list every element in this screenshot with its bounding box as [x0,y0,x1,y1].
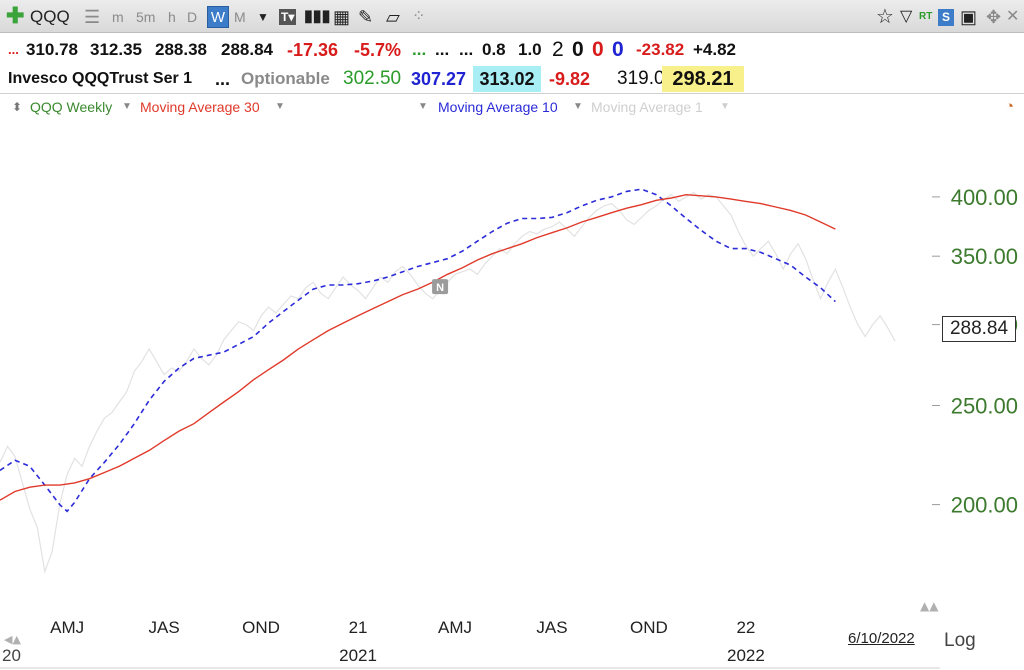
x-tick-label: 22 [736,618,755,637]
x-axis: AMJ JAS OND 21 AMJ JAS OND 22 2021 2022 20◀▲ [0,618,940,669]
value-plus-4: +4.82 [693,40,737,59]
row1-dots: ... [8,42,19,57]
value-302: 302.50 [343,68,402,89]
open-value: 310.78 [26,40,78,59]
filter-icon[interactable]: ▽ [900,8,913,25]
scroll-arrows-icon[interactable]: ▲▲ [920,599,939,613]
last-price-tag: 288.84 [942,316,1016,342]
price-line [0,191,896,574]
period-w[interactable]: W [207,6,229,28]
period-h[interactable]: h [168,9,176,25]
legend-bar: ⬍ QQQ Weekly ▼ Moving Average 30 ▼ ▼ Mov… [0,96,1024,118]
value-0-b: 0 [592,38,604,61]
bar-chart-icon[interactable]: ▮▮▮ [304,8,331,25]
y-tick-label: 200.00 [951,493,1018,518]
value-0-c: 0 [612,38,624,61]
date-label[interactable]: 6/10/2022 [848,630,915,647]
ma30-line [0,193,836,501]
period-m[interactable]: m [112,9,124,25]
legend-ma1[interactable]: Moving Average 1 [591,99,703,115]
close-value: 288.84 [221,40,273,59]
chevron-down-icon[interactable]: ▼ [418,101,428,112]
add-symbol-icon[interactable]: ✚ [6,3,25,28]
value-0-a: 0 [572,38,584,61]
star-icon[interactable]: ☆ [876,6,894,28]
y-tick-label: 350.00 [951,244,1018,269]
indicator-icon[interactable]: ▦ [333,7,351,27]
y-tick-label: 250.00 [951,394,1018,419]
dots-3: ... [459,40,474,59]
value-minus-23: -23.82 [636,40,685,59]
close-icon[interactable]: ✕ [1006,8,1020,25]
scroll-left-icon[interactable]: ◀▲ [4,633,21,646]
green-dots: ... [412,40,427,59]
dots-2: ... [435,40,450,59]
legend-ma30[interactable]: Moving Average 30 [140,99,260,115]
s-badge[interactable]: S [938,9,955,26]
x-tick-label: JAS [536,618,567,637]
text-tool-icon[interactable]: T▾ [279,9,297,25]
x-tick-label: OND [630,618,668,637]
change-value: -17.36 [287,40,339,60]
ma10-line [0,188,836,513]
chevron-down-icon[interactable]: ▼ [720,101,730,112]
value-307: 307.27 [411,69,467,89]
symbol-label[interactable]: QQQ [30,7,70,26]
updown-icon[interactable]: ⬍ [12,100,23,114]
security-name: Invesco QQQTrust Ser 1 [8,70,193,87]
period-d[interactable]: D [187,9,198,25]
legend-series[interactable]: QQQ Weekly [30,99,113,115]
change-percent: -5.7% [354,40,402,60]
chart-toolbar: ✚ QQQ ☰ m 5m h D W M ▼ T▾ ▮▮▮ ▦ ✎ ▱ ⁘ ☆ … [0,0,1024,33]
price-series-group: N [0,188,896,574]
value-minus-9: -9.82 [549,69,591,89]
x-tick-label: 21 [349,618,368,637]
chevron-down-icon[interactable]: ▼ [257,10,269,24]
x-year-label: 2022 [727,646,765,665]
chevron-down-icon[interactable]: ▼ [573,101,583,112]
x-edge-label: 20 [2,646,21,665]
value-313: 313.02 [473,66,541,92]
x-tick-label: OND [242,618,280,637]
news-marker[interactable]: N [436,282,444,294]
news-marker-box[interactable] [432,279,449,295]
move-icon[interactable]: ✥ [986,7,1002,27]
log-scale-toggle[interactable]: Log [944,630,976,651]
pencil-icon[interactable]: ✎ [358,7,374,27]
quote-panel: ... 310.78 312.35 288.38 288.84 -17.36 -… [0,34,1024,94]
x-year-label: 2021 [339,646,377,665]
grid-menu-icon[interactable]: ☰ [84,7,101,27]
palette-icon[interactable]: ◔ [1005,98,1015,115]
value-0-8: 0.8 [482,40,506,59]
chevron-down-icon[interactable]: ▼ [122,101,132,112]
value-1-0: 1.0 [518,40,542,59]
high-value: 312.35 [90,40,142,59]
row2-dots: ... [215,69,231,89]
x-tick-label: JAS [149,618,180,637]
value-319: 319.08 [617,68,676,89]
low-value: 288.38 [155,40,207,59]
value-298: 298.21 [662,66,744,92]
period-mo[interactable]: M [234,9,246,25]
x-tick-label: AMJ [50,618,84,637]
link-icon[interactable]: ⁘ [412,8,426,25]
chevron-down-icon[interactable]: ▼ [275,101,285,112]
x-tick-label: AMJ [438,618,472,637]
rt-badge[interactable]: RT [919,11,933,22]
legend-ma10[interactable]: Moving Average 10 [438,99,558,115]
period-5m[interactable]: 5m [136,9,156,25]
optionable-label: Optionable [241,69,330,88]
value-2: 2 [552,38,564,61]
note-icon[interactable]: ▱ [386,7,400,27]
y-tick-label: 400.00 [951,185,1018,210]
save-icon[interactable]: ▣ [960,7,978,27]
